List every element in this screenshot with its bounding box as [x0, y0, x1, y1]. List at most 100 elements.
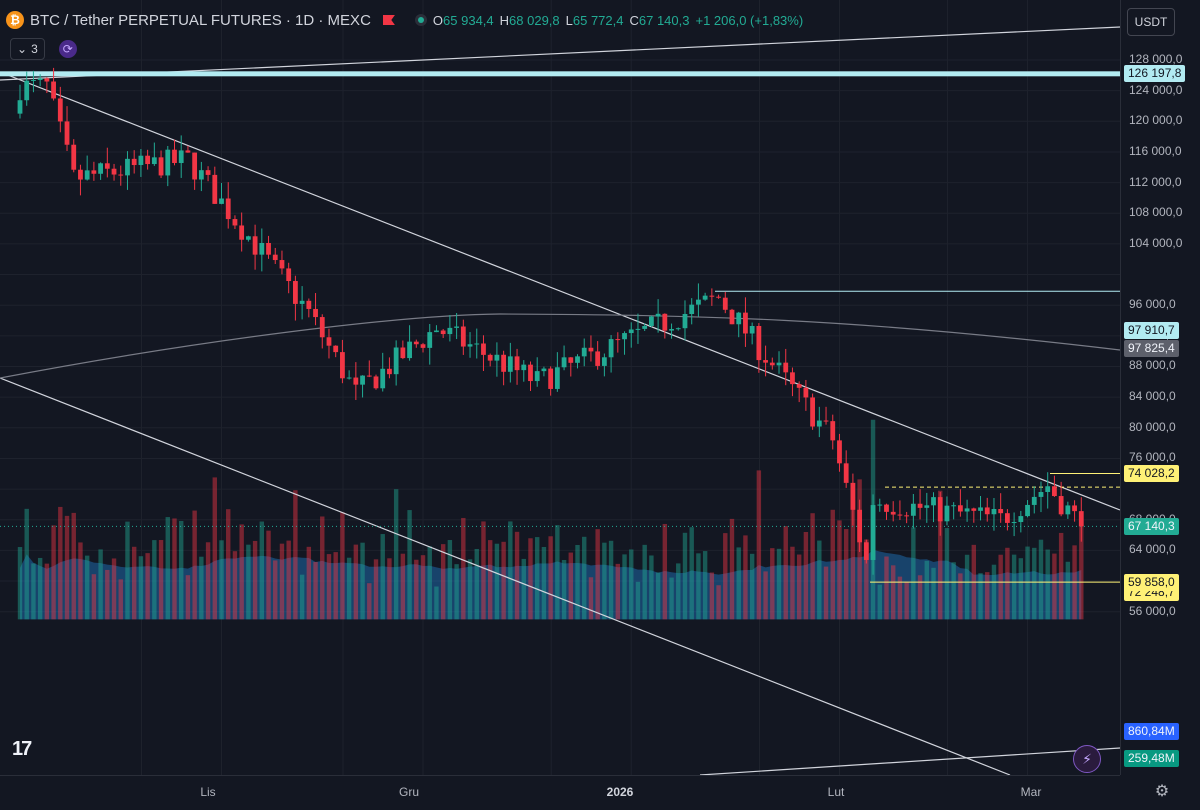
- price-label-level-59858[interactable]: 59 858,0: [1124, 573, 1179, 591]
- candle-body: [192, 152, 198, 180]
- candle-body: [796, 384, 802, 388]
- lightning-icon[interactable]: ⚡: [1073, 745, 1101, 773]
- volume-bar: [293, 490, 298, 620]
- time-axis[interactable]: Lis Gru 2026 Lut Mar: [0, 775, 1120, 810]
- candle-body: [568, 357, 574, 363]
- currency-button[interactable]: USDT: [1127, 8, 1175, 36]
- volume-bar: [1052, 553, 1057, 620]
- candle-body: [44, 78, 50, 82]
- volume-bar: [508, 521, 513, 620]
- candle-body: [1078, 511, 1084, 527]
- volume-bar: [568, 552, 573, 620]
- volume-bar: [877, 584, 882, 620]
- volume-bar: [770, 548, 775, 620]
- volume-bar: [541, 546, 547, 620]
- candle-body: [467, 344, 473, 347]
- candle-body: [198, 170, 204, 180]
- volume-bar: [1038, 539, 1044, 620]
- candle-body: [884, 504, 889, 512]
- volume-bar: [1018, 558, 1024, 620]
- volume-bar: [340, 512, 345, 620]
- sync-icon[interactable]: ⟳: [58, 40, 77, 58]
- candle-body: [232, 219, 238, 226]
- candle-body: [642, 325, 648, 329]
- price-label-level-97910[interactable]: 97 910,7: [1124, 321, 1179, 339]
- volume-bar: [924, 560, 929, 620]
- volume-bar: [951, 562, 956, 620]
- volume-bar: [440, 544, 446, 620]
- volume-bar: [998, 554, 1003, 620]
- candle-body: [615, 339, 621, 341]
- price-scale[interactable]: 128 000,0 124 000,0 120 000,0 116 000,0 112 …: [1120, 0, 1200, 775]
- volume-bar: [320, 516, 325, 620]
- volume-bar: [514, 531, 520, 620]
- candle-body: [333, 345, 339, 353]
- volume-bar: [387, 558, 392, 620]
- candle-body: [252, 236, 258, 255]
- gear-icon[interactable]: ⚙: [1154, 783, 1170, 800]
- chevron-down-icon: ⌄: [17, 42, 28, 56]
- volume-bar: [629, 549, 634, 620]
- volume-bar: [205, 542, 211, 620]
- candle-body: [991, 509, 997, 515]
- price-label-level-126197[interactable]: 126 197,8: [1124, 65, 1186, 83]
- candle-body: [306, 300, 312, 309]
- volume-bar: [420, 555, 426, 620]
- volume-bar: [461, 517, 466, 620]
- candle-body: [931, 497, 936, 506]
- volume-ma-area: [20, 549, 1082, 620]
- volume-bar: [172, 518, 177, 620]
- volume-bar: [944, 528, 950, 620]
- candle-body: [440, 330, 446, 335]
- price-tick: 80 000,0: [1129, 419, 1176, 434]
- candle-body: [783, 362, 789, 373]
- indicators-collapse-button[interactable]: ⌄ 3: [10, 38, 45, 60]
- candle-body: [608, 339, 614, 358]
- volume-bar: [669, 577, 674, 620]
- volume-bar: [763, 571, 768, 620]
- candle-body: [696, 299, 701, 305]
- symbol-title[interactable]: BTC / Tether PERPETUAL FUTURES · 1D · ME…: [30, 11, 371, 29]
- chart-area[interactable]: [0, 0, 1120, 775]
- bitcoin-icon: ₿: [6, 11, 24, 29]
- candle-body: [413, 341, 419, 345]
- candle-body: [17, 100, 23, 114]
- market-status-icon[interactable]: [414, 14, 427, 26]
- price-label-level-74028[interactable]: 74 028,2: [1124, 465, 1179, 483]
- ohlc-open: O65 934,4: [432, 12, 494, 28]
- price-label-level-97825[interactable]: 97 825,4: [1124, 339, 1179, 357]
- volume-bar: [145, 553, 150, 620]
- candle-body: [239, 225, 245, 240]
- price-tick: 116 000,0: [1129, 143, 1182, 158]
- candle-body: [528, 364, 533, 382]
- volume-bar: [783, 526, 788, 620]
- volume-bar: [991, 564, 997, 620]
- candle-body: [172, 149, 177, 164]
- candle-body: [299, 300, 305, 304]
- tradingview-logo[interactable]: 17: [12, 738, 32, 760]
- candle-body: [380, 368, 386, 389]
- volume-bar: [635, 581, 641, 620]
- volume-bar: [64, 515, 70, 620]
- volume-bar: [749, 553, 755, 620]
- price-label-volume-ma[interactable]: 860,84M: [1124, 722, 1179, 740]
- price-tick: 124 000,0: [1129, 82, 1183, 97]
- price-label-last-price[interactable]: 67 140,3: [1124, 517, 1179, 535]
- candle-body: [393, 347, 399, 375]
- volume-bar: [830, 509, 835, 620]
- volume-bar: [803, 531, 809, 620]
- volume-bar: [78, 542, 83, 620]
- level-126197: [0, 71, 1120, 77]
- volume-bar: [199, 556, 204, 620]
- price-chart-canvas[interactable]: [0, 0, 1120, 775]
- flag-icon[interactable]: [382, 15, 395, 25]
- volume-bar: [743, 535, 748, 620]
- price-label-volume[interactable]: 259,48M: [1124, 749, 1179, 767]
- candle-body: [917, 503, 923, 508]
- volume-bar: [313, 561, 318, 620]
- candle-body: [1052, 486, 1057, 497]
- candle-body: [830, 421, 836, 441]
- volume-bar: [152, 540, 157, 620]
- volume-bar: [118, 579, 123, 620]
- volume-bar: [655, 572, 661, 620]
